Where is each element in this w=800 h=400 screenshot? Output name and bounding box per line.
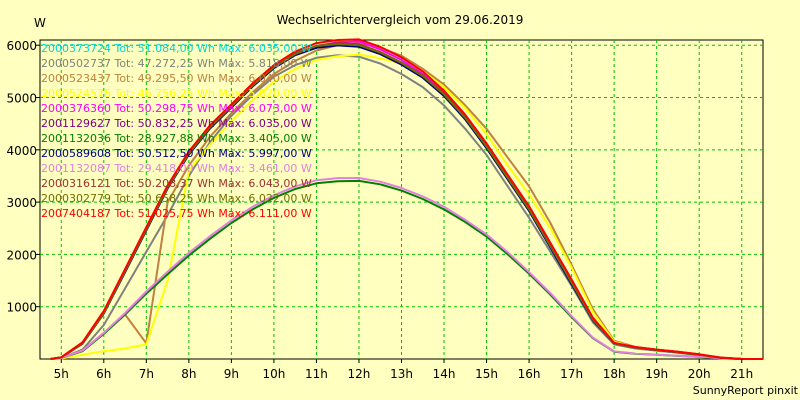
axes: 5h 6h 7h 8h 9h 10h 11h 12h 13h 14h 15h 16h 17h 18h 19h… bbox=[6, 39, 753, 381]
series-line bbox=[50, 177, 763, 360]
series-line bbox=[50, 38, 763, 360]
x-tick-label: 15h bbox=[475, 367, 498, 381]
x-tick-label: 12h bbox=[348, 367, 371, 381]
x-tick-label: 5h bbox=[54, 367, 69, 381]
legend-entry: 2000524576 Tot: 46.756,25 Wh Max: 5.820,… bbox=[41, 87, 312, 100]
y-tick-label: 1000 bbox=[6, 301, 37, 315]
gridlines bbox=[40, 40, 763, 359]
legend-entry: 2000523437 Tot: 49.295,50 Wh Max: 6.040,… bbox=[41, 72, 312, 85]
x-tick-label: 11h bbox=[305, 367, 328, 381]
x-tick-label: 10h bbox=[262, 367, 285, 381]
x-tick-label: 9h bbox=[224, 367, 239, 381]
x-tick-label: 8h bbox=[181, 367, 196, 381]
legend-entry: 2000502737 Tot: 47.272,25 Wh Max: 5.818,… bbox=[41, 57, 312, 70]
legend-entry: 2007404187 Tot: 51.025,75 Wh Max: 6.111,… bbox=[41, 207, 312, 220]
y-tick-label: 3000 bbox=[6, 196, 37, 210]
x-tick-label: 7h bbox=[139, 367, 154, 381]
legend-entry: 2001132087 Tot: 29.418,00 Wh Max: 3.461,… bbox=[41, 162, 312, 175]
legend-entry: 2001129627 Tot: 50.832,25 Wh Max: 6.035,… bbox=[41, 117, 312, 130]
x-tick-label: 17h bbox=[560, 367, 583, 381]
legend-entry: 2000589608 Tot: 50.512,50 Wh Max: 5.997,… bbox=[41, 147, 312, 160]
legend-entry: 2000316121 Tot: 50.208,37 Wh Max: 6.043,… bbox=[41, 177, 312, 190]
legend-entry: 2000302779 Tot: 50.658,25 Wh Max: 6.022,… bbox=[41, 192, 312, 205]
legend-entry: 2000376360 Tot: 50.298,75 Wh Max: 6.073,… bbox=[41, 102, 312, 115]
legend-entry: 2001132036 Tot: 28.927,88 Wh Max: 3.405,… bbox=[41, 132, 312, 145]
x-tick-label: 20h bbox=[688, 367, 711, 381]
y-tick-label: 6000 bbox=[6, 39, 37, 53]
chart-title: Wechselrichtervergleich vom 29.06.2019 bbox=[277, 13, 524, 27]
plot-area: 5h 6h 7h 8h 9h 10h 11h 12h 13h 14h 15h 16h 17h 18h 19h… bbox=[6, 38, 764, 381]
legend: 2000373724 Tot: 51.084,00 Wh Max: 6.035,… bbox=[41, 42, 312, 220]
y-tick-label: 4000 bbox=[6, 144, 37, 158]
x-tick-label: 18h bbox=[603, 367, 626, 381]
y-tick-label: 5000 bbox=[6, 92, 37, 106]
x-tick-label: 13h bbox=[390, 367, 413, 381]
x-tick-label: 16h bbox=[518, 367, 541, 381]
credit-label: SunnyReport pinxit bbox=[693, 384, 799, 397]
x-tick-label: 21h bbox=[730, 367, 753, 381]
x-tick-label: 14h bbox=[433, 367, 456, 381]
x-tick-label: 19h bbox=[645, 367, 668, 381]
y-axis-unit: W bbox=[34, 16, 46, 30]
y-tick-label: 2000 bbox=[6, 248, 37, 262]
x-tick-label: 6h bbox=[96, 367, 111, 381]
series-lines bbox=[50, 38, 763, 360]
legend-entry: 2000373724 Tot: 51.084,00 Wh Max: 6.035,… bbox=[41, 42, 312, 55]
